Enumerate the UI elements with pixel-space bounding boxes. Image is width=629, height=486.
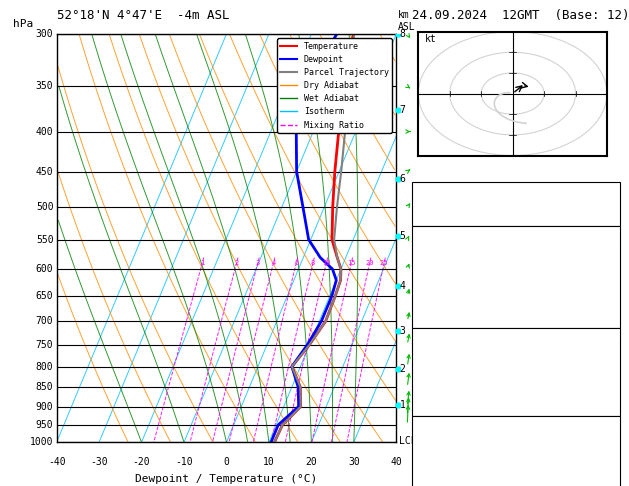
Text: 13: 13 [603,447,616,457]
Text: 2: 2 [399,364,405,374]
Text: 2: 2 [610,374,616,384]
Text: 450: 450 [36,167,53,176]
Text: 1000: 1000 [30,437,53,447]
Text: 11.3: 11.3 [589,243,616,253]
Text: 15: 15 [347,260,355,266]
Text: StmDir: StmDir [415,462,455,471]
Text: 10: 10 [322,260,330,266]
Text: Most Unstable: Most Unstable [472,330,560,340]
Text: 300: 300 [36,29,53,39]
Text: 650: 650 [36,291,53,301]
Text: 3: 3 [399,326,405,336]
Text: kt: kt [425,34,437,44]
Text: StmSpd (kt): StmSpd (kt) [415,476,489,486]
Text: 306: 306 [596,272,616,282]
Text: 21: 21 [603,433,616,442]
Text: 1: 1 [200,260,204,266]
Text: © weatheronline.co.uk: © weatheronline.co.uk [412,471,535,481]
Text: -40: -40 [48,457,65,467]
Text: Mixing Ratio (g/kg): Mixing Ratio (g/kg) [435,182,445,294]
Text: 850: 850 [36,382,53,392]
Text: Lifted Index: Lifted Index [415,287,496,296]
Legend: Temperature, Dewpoint, Parcel Trajectory, Dry Adiabat, Wet Adiabat, Isotherm, Mi: Temperature, Dewpoint, Parcel Trajectory… [277,38,392,133]
Text: 500: 500 [36,202,53,212]
Text: 2: 2 [235,260,238,266]
Text: 25: 25 [380,260,388,266]
Text: Totals Totals: Totals Totals [415,199,503,209]
Text: 0: 0 [610,403,616,413]
Text: Dewp (°C): Dewp (°C) [415,258,476,267]
Text: 230°: 230° [589,462,616,471]
Text: 0: 0 [223,457,230,467]
Text: 925: 925 [596,345,616,355]
Text: SREH: SREH [415,447,442,457]
Text: 4: 4 [399,280,405,291]
Text: 5: 5 [399,231,405,242]
Text: 0: 0 [610,301,616,311]
Text: 0: 0 [610,389,616,399]
Text: 0: 0 [610,316,616,326]
Text: 8: 8 [399,29,405,39]
Text: 950: 950 [36,420,53,430]
Text: 2.12: 2.12 [589,214,616,224]
Text: θₑ(K): θₑ(K) [415,272,449,282]
Text: 10: 10 [603,476,616,486]
Text: PW (cm): PW (cm) [415,214,462,224]
Text: 3: 3 [255,260,260,266]
Text: 4: 4 [271,260,276,266]
Text: 750: 750 [36,340,53,350]
Text: 10: 10 [263,457,275,467]
Text: -20: -20 [133,457,150,467]
Text: 550: 550 [36,235,53,244]
Text: 350: 350 [36,81,53,91]
Text: 7: 7 [399,104,405,115]
Text: CIN (J): CIN (J) [415,316,462,326]
Text: 6: 6 [399,174,405,184]
Text: Dewpoint / Temperature (°C): Dewpoint / Temperature (°C) [135,474,318,484]
Text: 1: 1 [399,399,405,410]
Text: Hodograph: Hodograph [486,418,546,428]
Text: CAPE (J): CAPE (J) [415,389,469,399]
Text: Surface: Surface [492,228,540,238]
Text: Lifted Index: Lifted Index [415,374,496,384]
Text: 52°18'N 4°47'E  -4m ASL: 52°18'N 4°47'E -4m ASL [57,9,229,22]
Text: 700: 700 [36,316,53,326]
Text: -10: -10 [175,457,193,467]
Text: 600: 600 [36,264,53,274]
Text: 40: 40 [391,457,402,467]
Text: 6: 6 [294,260,298,266]
Text: 20: 20 [365,260,374,266]
Text: 8: 8 [311,260,315,266]
Text: hPa: hPa [13,19,33,29]
Text: CIN (J): CIN (J) [415,403,462,413]
Text: 20: 20 [306,457,317,467]
Text: Pressure (mb): Pressure (mb) [415,345,503,355]
Text: 30: 30 [348,457,360,467]
Text: 800: 800 [36,362,53,372]
Text: -30: -30 [90,457,108,467]
Text: LCL: LCL [399,435,417,446]
Text: CAPE (J): CAPE (J) [415,301,469,311]
Text: EH: EH [415,433,428,442]
Text: Temp (°C): Temp (°C) [415,243,476,253]
Text: km
ASL: km ASL [398,10,415,32]
Text: K: K [415,185,422,194]
Text: 22: 22 [603,185,616,194]
Text: 310: 310 [596,360,616,369]
Text: 900: 900 [36,401,53,412]
Text: 50: 50 [603,199,616,209]
Text: 400: 400 [36,126,53,137]
Text: 5: 5 [610,287,616,296]
Text: θₑ (K): θₑ (K) [415,360,455,369]
Text: 24.09.2024  12GMT  (Base: 12): 24.09.2024 12GMT (Base: 12) [412,9,629,22]
Text: 10.5: 10.5 [589,258,616,267]
